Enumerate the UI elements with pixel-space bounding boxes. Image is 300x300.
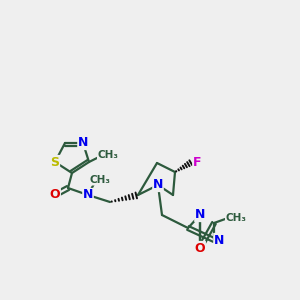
Text: CH₃: CH₃ bbox=[89, 175, 110, 185]
Text: F: F bbox=[193, 155, 201, 169]
Text: O: O bbox=[50, 188, 60, 202]
Text: CH₃: CH₃ bbox=[98, 150, 118, 160]
Text: N: N bbox=[153, 178, 163, 191]
Text: CH₃: CH₃ bbox=[226, 213, 247, 223]
Text: N: N bbox=[83, 188, 93, 202]
Text: S: S bbox=[50, 155, 59, 169]
Text: N: N bbox=[195, 208, 205, 221]
Text: N: N bbox=[214, 233, 224, 247]
Text: O: O bbox=[195, 242, 205, 254]
Text: N: N bbox=[78, 136, 88, 149]
